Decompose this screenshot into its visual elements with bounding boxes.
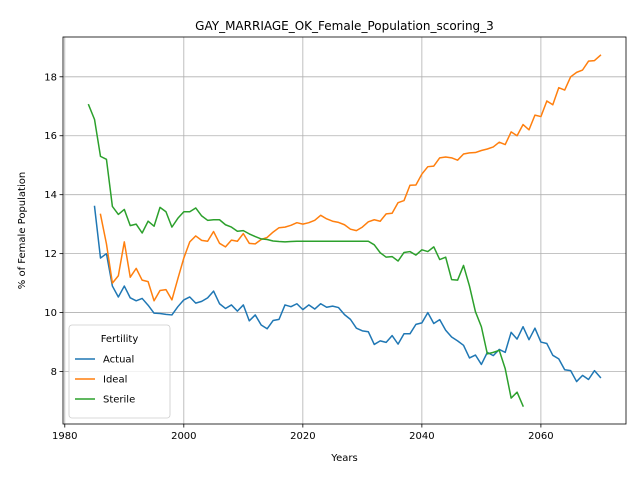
y-tick-label: 8 [51,367,57,378]
x-tick-label: 1980 [52,431,77,442]
series-line-actual [93,205,602,383]
chart-title: GAY_MARRIAGE_OK_Female_Population_scorin… [195,19,494,33]
y-tick-label: 12 [44,249,57,260]
grid-lines [63,37,626,424]
y-tick-label: 16 [44,131,57,142]
series-line-sterile [87,103,525,408]
y-tick-label: 14 [44,190,57,201]
y-tick-label: 18 [44,72,57,83]
x-tick-label: 2040 [409,431,434,442]
legend-title: Fertility [101,334,139,345]
series-line-ideal [99,54,602,302]
y-axis-ticks: 8 10 12 14 16 18 [44,72,63,378]
x-axis-label: Years [330,453,357,464]
plot-frame [62,36,627,425]
y-axis-label: % of Female Population [17,172,28,289]
series-lines [87,54,602,408]
legend-box [68,324,171,419]
legend: Fertility Actual Ideal Sterile [68,324,171,419]
x-axis-ticks: 1980 2000 2020 2040 2060 [52,424,554,442]
legend-label-sterile: Sterile [103,395,135,406]
x-tick-label: 2060 [528,431,553,442]
legend-label-actual: Actual [103,355,134,366]
legend-label-ideal: Ideal [103,375,127,386]
x-tick-label: 2020 [290,431,315,442]
legend-items: Actual Ideal Sterile [75,355,135,406]
y-tick-label: 10 [44,308,57,319]
x-tick-label: 2000 [171,431,196,442]
